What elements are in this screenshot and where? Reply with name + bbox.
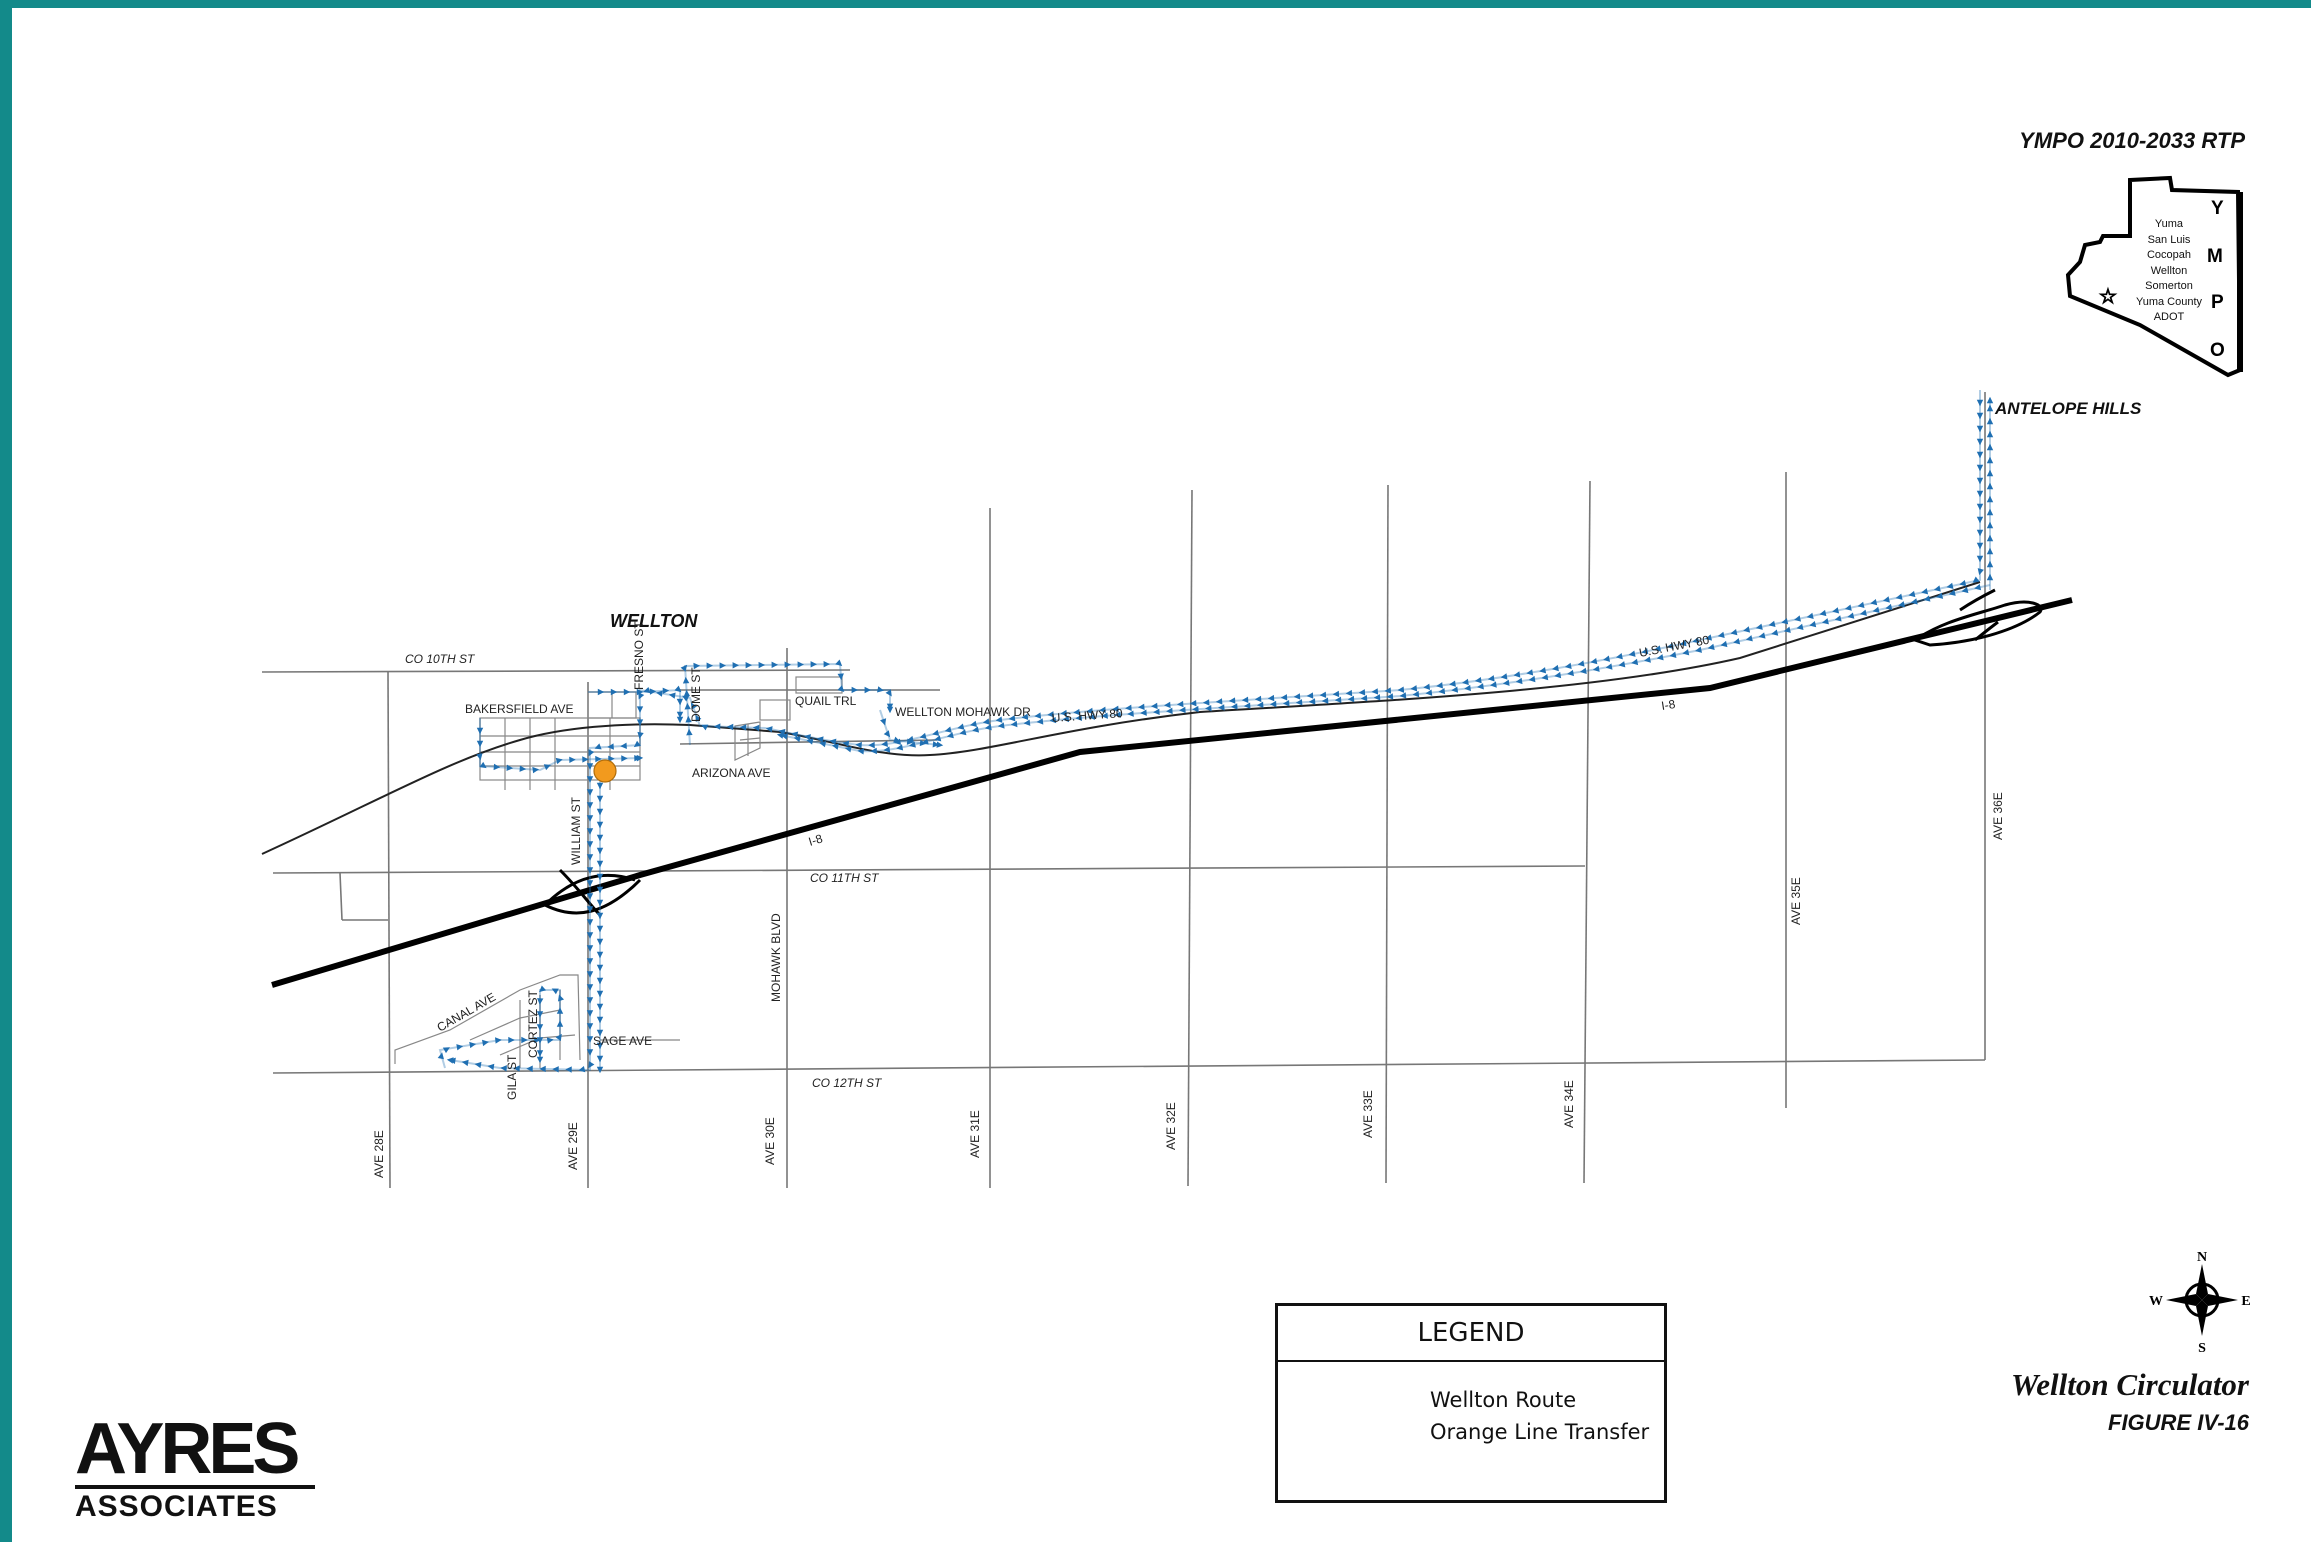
compass-east: E xyxy=(2241,1294,2250,1309)
label-co-10th: CO 10TH ST xyxy=(405,652,476,666)
route-arrows xyxy=(437,985,565,1064)
antelope-hills-label: ANTELOPE HILLS xyxy=(1994,399,2142,418)
ayres-logo-line2: ASSOCIATES xyxy=(75,1485,315,1525)
street-co-12th xyxy=(272,1059,1986,1074)
ayres-logo: AYRES ASSOCIATES xyxy=(75,1409,315,1525)
figure-number: FIGURE IV-16 xyxy=(2108,1410,2249,1435)
legend-box: LEGEND Wellton Route Orange Line Transfe… xyxy=(1275,1303,1667,1503)
label-ave-29e: AVE 29E xyxy=(566,1122,580,1170)
label-dome: DOME ST xyxy=(689,667,703,722)
figure-title: Wellton Circulator xyxy=(2011,1367,2249,1402)
star-icon: ☆ xyxy=(2099,286,2117,308)
legend-item-transfer: Orange Line Transfer xyxy=(1430,1420,1650,1444)
label-william: WILLIAM ST xyxy=(569,796,583,865)
label-arizona: ARIZONA AVE xyxy=(692,766,770,780)
label-ave-33e: AVE 33E xyxy=(1361,1090,1375,1138)
label-quail: QUAIL TRL xyxy=(795,694,857,708)
street-ave-32e xyxy=(1187,489,1193,1187)
label-ave-34e: AVE 34E xyxy=(1562,1080,1576,1128)
town-block-canal xyxy=(394,974,581,1064)
ympo-member: Somerton xyxy=(2145,280,2193,292)
legend-title: LEGEND xyxy=(1278,1306,1664,1362)
ympo-inset: ☆ Y M P O Yuma San Luis Cocopah Wellton … xyxy=(2065,175,2243,378)
label-fresno: FRESNO ST xyxy=(632,621,646,690)
ympo-member: ADOT xyxy=(2154,311,2185,323)
ympo-letters: Y M P O xyxy=(2207,198,2225,361)
street-stub-west xyxy=(339,872,343,921)
label-ave-32e: AVE 32E xyxy=(1164,1102,1178,1150)
street-ave-28e xyxy=(387,671,391,1189)
ympo-member: Cocopah xyxy=(2147,249,2191,261)
label-i8-east: I-8 xyxy=(1660,697,1676,713)
ympo-member: Yuma County xyxy=(2136,296,2203,308)
compass-rose: N S W E xyxy=(2149,1250,2251,1356)
ympo-letter-y: Y xyxy=(2211,198,2224,219)
legend-item-route: Wellton Route xyxy=(1430,1388,1577,1412)
label-mohawk-blvd: MOHAWK BLVD xyxy=(769,913,783,1002)
interstate-8-line xyxy=(271,597,2073,988)
label-sage: SAGE AVE xyxy=(593,1034,652,1048)
ayres-logo-line1: AYRES xyxy=(75,1409,300,1489)
label-hwy80-west: U.S. HWY 80 xyxy=(1051,706,1123,725)
i8-interchange-west xyxy=(543,868,642,917)
compass-south: S xyxy=(2198,1341,2206,1356)
route-arrows xyxy=(776,583,1982,755)
orange-line-transfer-marker xyxy=(593,759,617,783)
ympo-letter-o: O xyxy=(2210,340,2225,361)
label-gila: GILA ST xyxy=(505,1054,519,1100)
street-co-11th xyxy=(272,865,1586,874)
label-i8-west: I-8 xyxy=(807,831,825,849)
wellton-route xyxy=(437,390,1994,1074)
label-bakersfield: BAKERSFIELD AVE xyxy=(465,702,574,716)
label-wellton-mohawk: WELLTON MOHAWK DR xyxy=(895,705,1031,719)
label-ave-36e: AVE 36E xyxy=(1991,792,2005,840)
town-block-quail-2 xyxy=(759,699,791,721)
town-label: WELLTON xyxy=(610,611,698,631)
label-ave-31e: AVE 31E xyxy=(968,1110,982,1158)
compass-west: W xyxy=(2149,1294,2163,1309)
label-cortez: CORTEZ ST xyxy=(526,990,540,1058)
arizona-outline xyxy=(2065,175,2243,378)
label-co-12th: CO 12TH ST xyxy=(812,1076,883,1090)
street-ave-33e xyxy=(1385,484,1389,1184)
ympo-member: Wellton xyxy=(2151,265,2187,277)
ympo-letter-p: P xyxy=(2211,292,2224,313)
street-ave-34e xyxy=(1583,480,1591,1184)
route-arrows xyxy=(446,399,1984,1073)
compass-north: N xyxy=(2197,1250,2207,1265)
street-co-10th xyxy=(261,669,851,673)
label-ave-35e: AVE 35E xyxy=(1789,877,1803,925)
label-co-11th: CO 11TH ST xyxy=(810,871,880,885)
label-ave-30e: AVE 30E xyxy=(763,1117,777,1165)
label-ave-28e: AVE 28E xyxy=(372,1130,386,1178)
ympo-members: Yuma San Luis Cocopah Wellton Somerton Y… xyxy=(2136,218,2203,323)
ympo-member: San Luis xyxy=(2148,234,2191,246)
plan-title: YMPO 2010-2033 RTP xyxy=(2019,128,2245,153)
ympo-letter-m: M xyxy=(2207,246,2223,267)
label-canal: CANAL AVE xyxy=(435,990,499,1035)
ympo-member: Yuma xyxy=(2155,218,2184,230)
